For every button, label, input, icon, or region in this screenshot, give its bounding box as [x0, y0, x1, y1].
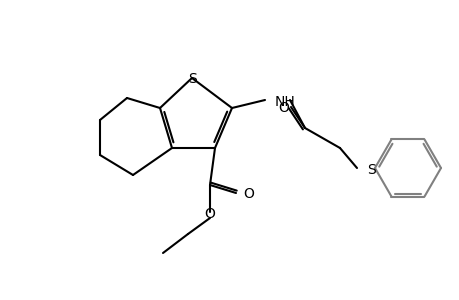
- Text: S: S: [188, 71, 197, 85]
- Text: O: O: [242, 188, 253, 202]
- Text: O: O: [204, 206, 215, 220]
- Text: S: S: [366, 163, 375, 176]
- Text: NH: NH: [274, 94, 295, 109]
- Text: O: O: [278, 100, 289, 115]
